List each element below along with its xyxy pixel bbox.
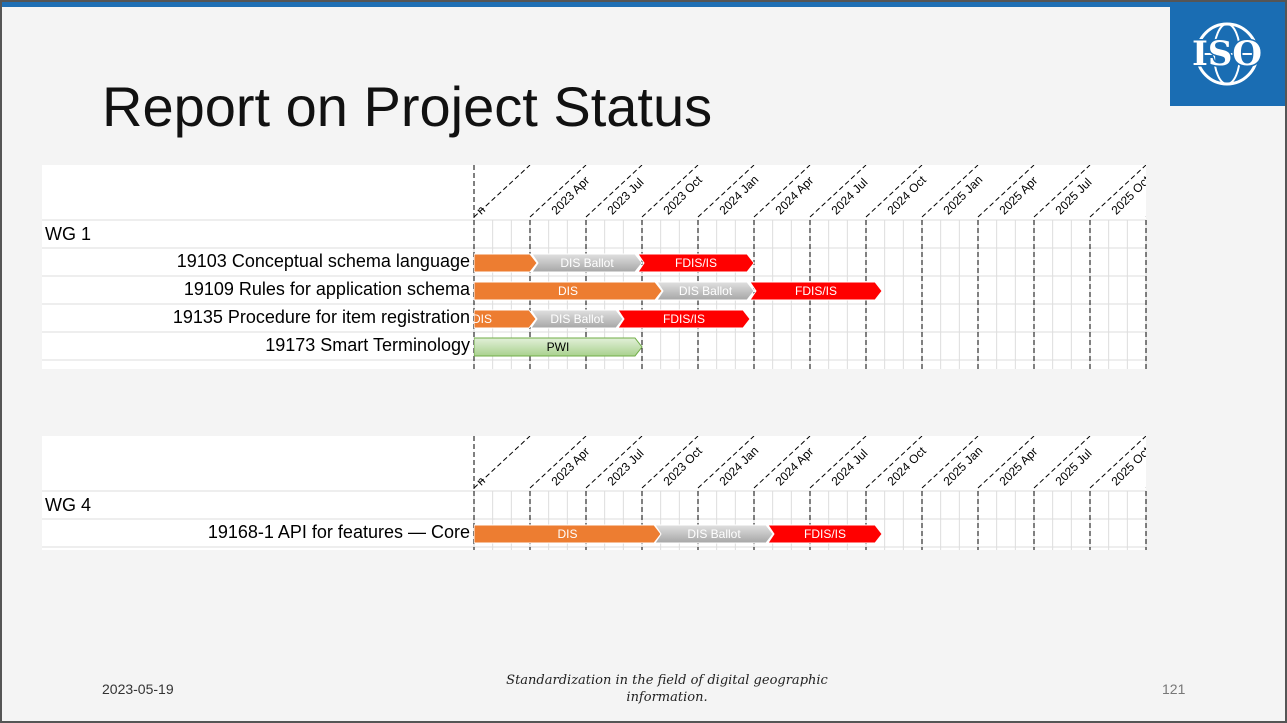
header-diagonal bbox=[1089, 436, 1146, 489]
stage-label: DIS Ballot bbox=[679, 284, 733, 298]
timeline-label: 2026 Ja bbox=[1164, 177, 1204, 217]
stage-label: PWI bbox=[547, 340, 570, 354]
stage-bar bbox=[474, 524, 662, 544]
header-diagonal bbox=[641, 165, 699, 218]
stage-bar bbox=[767, 524, 883, 544]
header-diagonal bbox=[1145, 487, 1146, 488]
header-diagonal bbox=[1145, 216, 1146, 217]
stage-bar bbox=[749, 281, 883, 301]
group-name: WG 4 bbox=[45, 495, 91, 515]
header-diagonal bbox=[865, 165, 923, 218]
header-diagonal bbox=[921, 165, 979, 218]
iso-logo: ISO bbox=[1170, 2, 1285, 106]
footer-date: 2023-05-19 bbox=[102, 681, 174, 697]
logo-text: ISO bbox=[1192, 34, 1262, 74]
stage-label: DIS bbox=[558, 284, 578, 298]
stage-label: FDIS/IS bbox=[675, 256, 717, 270]
header-diagonal bbox=[921, 436, 979, 489]
stage-bar bbox=[637, 253, 755, 273]
header-diagonal bbox=[865, 436, 923, 489]
header-diagonal bbox=[1089, 165, 1146, 218]
stage-bars: DIS DIS Ballot FDIS/IS bbox=[472, 309, 751, 329]
stage-bar bbox=[531, 253, 643, 273]
header-diagonal bbox=[585, 436, 643, 489]
header-diagonal bbox=[641, 436, 699, 489]
project-label: 19103 Conceptual schema language bbox=[177, 251, 470, 271]
stage-bar bbox=[474, 309, 537, 329]
stage-bar bbox=[654, 524, 774, 544]
header-diagonal bbox=[977, 436, 1035, 489]
stage-label: DIS bbox=[472, 312, 492, 326]
stage-label: DIS Ballot bbox=[687, 527, 741, 541]
stage-label: DIS Ballot bbox=[560, 256, 614, 270]
top-bar bbox=[2, 2, 1285, 7]
header-diagonal bbox=[809, 165, 867, 218]
logo-graphic: ISO bbox=[1190, 22, 1264, 86]
page-number: 121 bbox=[1162, 681, 1186, 697]
project-label: 19135 Procedure for item registration bbox=[173, 307, 470, 327]
timeline-label: 2026 Ja bbox=[1164, 448, 1204, 488]
stage-label: DIS Ballot bbox=[550, 312, 604, 326]
header-diagonal bbox=[753, 436, 811, 489]
header-diagonal bbox=[977, 165, 1035, 218]
header-diagonal bbox=[1033, 165, 1091, 218]
header-diagonal bbox=[474, 165, 531, 218]
stage-bars: PWI bbox=[474, 337, 643, 357]
footer-caption: Standardization in the field of digital … bbox=[506, 673, 828, 705]
header-diagonal bbox=[474, 436, 531, 489]
stage-bar bbox=[474, 337, 643, 357]
project-label: 19109 Rules for application schema bbox=[184, 279, 471, 299]
project-label: 19173 Smart Terminology bbox=[265, 335, 470, 355]
group-name: WG 1 bbox=[45, 224, 91, 244]
stage-bar bbox=[617, 309, 751, 329]
header-diagonal bbox=[697, 436, 755, 489]
stage-bar bbox=[474, 281, 663, 301]
stage-label: FDIS/IS bbox=[795, 284, 837, 298]
stage-label: DIS bbox=[557, 527, 577, 541]
project-label: 19168-1 API for features — Core bbox=[208, 522, 470, 542]
stage-bar bbox=[474, 253, 538, 273]
header-diagonal bbox=[1033, 436, 1091, 489]
header-diagonal bbox=[753, 165, 811, 218]
header-diagonal bbox=[809, 436, 867, 489]
header-diagonal bbox=[529, 436, 587, 489]
header-diagonal bbox=[529, 165, 587, 218]
stage-label: FDIS/IS bbox=[663, 312, 705, 326]
header-diagonal bbox=[697, 165, 755, 218]
stage-bar bbox=[530, 309, 624, 329]
stage-bars: DIS DIS Ballot FDIS/IS bbox=[474, 524, 883, 544]
header-diagonal bbox=[585, 165, 643, 218]
stage-bars: DIS DIS Ballot FDIS/IS bbox=[474, 281, 883, 301]
stage-bars: DIS Ballot FDIS/IS bbox=[474, 253, 755, 273]
stage-label: FDIS/IS bbox=[804, 527, 846, 541]
stage-bar bbox=[656, 281, 755, 301]
slide-title: Report on Project Status bbox=[102, 75, 713, 138]
